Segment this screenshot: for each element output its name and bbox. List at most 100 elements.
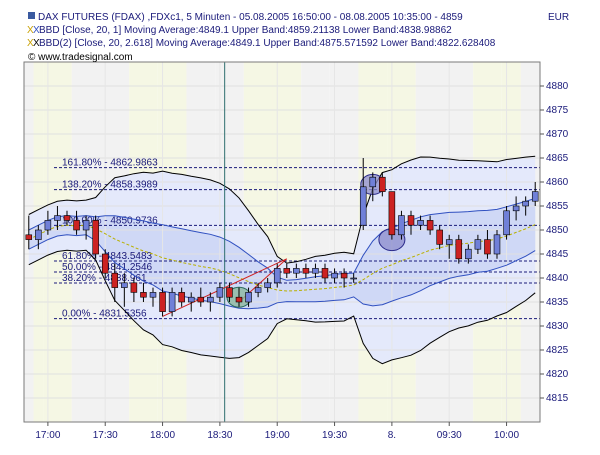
indicator-icon: X — [33, 38, 40, 49]
fib-level-label: 138.20% - 4858.3989 — [62, 180, 158, 191]
candle-body — [63, 215, 71, 221]
candle-body — [484, 239, 491, 255]
y-tick-label: 4880 — [546, 81, 569, 92]
candle-body — [178, 292, 185, 303]
y-tick-label: 4830 — [546, 321, 569, 332]
watermark: © www.tradesignal.com — [28, 52, 133, 63]
candle-body — [293, 268, 300, 274]
candle-body — [187, 296, 195, 303]
candle-body — [379, 176, 386, 192]
candle-body — [245, 292, 252, 303]
candle-body — [465, 248, 472, 260]
candle-body — [531, 191, 539, 202]
y-tick-label: 4850 — [546, 225, 569, 236]
inner-band-fill — [28, 198, 536, 309]
candle-body — [44, 220, 52, 231]
candle-body — [25, 234, 33, 240]
x-tick-label: 18:30 — [207, 430, 232, 441]
y-tick-label: 4845 — [546, 249, 569, 260]
moving-average-line — [28, 224, 536, 292]
candle-body — [407, 215, 415, 226]
axes: 4815 4820 4825 4830 4835 4840 4845 4850 4855 4860… — [23, 61, 569, 441]
x-tick-label: 18:00 — [150, 430, 175, 441]
candle-body — [207, 296, 214, 303]
x-tick-label: 8. — [388, 430, 396, 441]
indicator-icon: X — [27, 25, 34, 36]
candle-body — [522, 200, 529, 207]
y-tick-label: 4840 — [546, 273, 569, 284]
candle-body — [369, 176, 377, 188]
candle-body — [168, 292, 176, 312]
candle-body — [436, 229, 443, 245]
candle-body — [388, 191, 396, 236]
candle-body — [426, 220, 434, 231]
session-shade — [301, 62, 330, 422]
candle-body — [101, 253, 109, 274]
y-tick-label: 4865 — [546, 153, 569, 164]
candle-body — [312, 268, 319, 274]
chart-title: DAX FUTURES (FDAX) ,FDXc1, 5 Minuten - 0… — [38, 12, 463, 23]
candle-body — [92, 220, 99, 255]
candle-body — [235, 296, 243, 303]
fib-level-label: 100.00% - 4850.9736 — [62, 215, 158, 226]
candle-body — [398, 215, 405, 236]
y-tick-label: 4835 — [546, 297, 569, 308]
fib-level-label: 161.80% - 4862.9863 — [62, 158, 158, 169]
candle-body — [54, 215, 61, 221]
candle-body — [35, 229, 42, 240]
y-tick-label: 4825 — [546, 345, 569, 356]
chart-icon — [28, 12, 35, 19]
indicator-icon: X — [33, 25, 40, 36]
candle-body — [359, 186, 367, 226]
y-tick-label: 4815 — [546, 393, 569, 404]
candle-body — [512, 205, 520, 212]
candle-body — [321, 268, 329, 279]
candle-body — [445, 239, 453, 245]
candle-body — [140, 292, 147, 298]
candle-body — [216, 287, 224, 298]
candle-body — [159, 292, 166, 312]
y-tick-label: 4875 — [546, 105, 569, 116]
candle-body — [73, 220, 80, 231]
fib-level-label: 0.00% - 4831.5356 — [62, 309, 147, 320]
candle-body — [350, 277, 357, 280]
candle-body — [283, 268, 291, 274]
upper-band-1 — [28, 197, 536, 281]
candle-body — [254, 287, 262, 293]
candle-body — [82, 220, 90, 231]
candle-body — [455, 239, 463, 260]
candle-body — [493, 234, 501, 255]
candle-body — [474, 239, 482, 250]
chart-header: DAX FUTURES (FDAX) ,FDXc1, 5 Minuten - 0… — [27, 12, 569, 63]
candle-body — [340, 272, 348, 279]
x-tick-label: 17:30 — [93, 430, 118, 441]
x-tick-label: 19:30 — [322, 430, 347, 441]
upper-band-2 — [28, 155, 536, 264]
lower-band-2 — [28, 249, 536, 365]
indicator-icon: X — [27, 38, 34, 49]
candle-body — [111, 272, 119, 288]
y-tick-label: 4870 — [546, 129, 569, 140]
y-tick-label: 4820 — [546, 369, 569, 380]
plot-frame — [23, 61, 541, 423]
candle-body — [197, 296, 205, 303]
x-tick-label: 09:30 — [437, 430, 462, 441]
candle-body — [149, 292, 157, 298]
currency-label: EUR — [548, 12, 569, 23]
candles — [25, 158, 539, 317]
candle-body — [264, 282, 271, 288]
candle-body — [302, 268, 310, 274]
candle-body — [226, 287, 233, 298]
candle-body — [273, 268, 281, 284]
y-tick-label: 4855 — [546, 201, 569, 212]
x-tick-label: 10:00 — [494, 430, 519, 441]
candle-body — [331, 272, 338, 279]
candle-body — [503, 210, 510, 236]
x-tick-label: 17:00 — [35, 430, 60, 441]
y-tick-label: 4860 — [546, 177, 569, 188]
lower-band-1 — [28, 234, 536, 310]
indicator-bbd-2: BBD(2) [Close, 20, 2.618] Moving Average… — [39, 38, 496, 49]
candle-body — [130, 282, 138, 293]
